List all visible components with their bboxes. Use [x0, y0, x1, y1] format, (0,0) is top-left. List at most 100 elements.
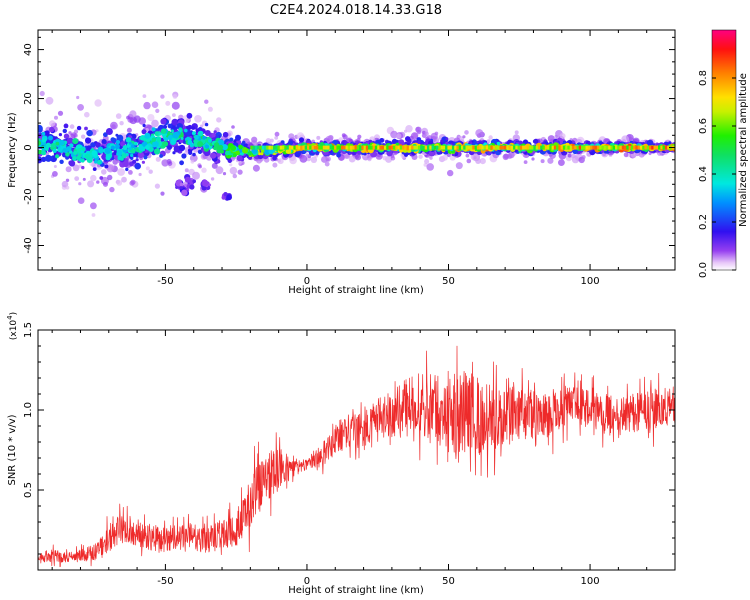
spectrogram-ridge-cell — [658, 145, 661, 150]
spectrogram-cell — [229, 137, 234, 142]
spectrogram-cell — [179, 182, 184, 187]
spectrogram-cell — [236, 155, 243, 162]
spectrogram-ridge-cell — [596, 145, 600, 150]
spectrogram-cell — [160, 118, 167, 125]
spectrogram-cell — [41, 150, 47, 156]
spectrogram-cell — [39, 90, 45, 97]
spectrogram-ridge-cell — [644, 145, 647, 150]
spectrogram-cell — [74, 176, 80, 182]
spectrogram-ridge-cell — [250, 145, 253, 150]
spectrogram-ridge-cell — [581, 145, 584, 150]
spectrogram-ridge-cell — [347, 145, 351, 150]
spectrogram-cell — [138, 117, 146, 125]
spectrogram-cell — [134, 162, 141, 170]
spectrogram-cell — [390, 130, 398, 139]
spectrogram-cell — [164, 137, 169, 142]
spectrogram-cell — [260, 148, 265, 153]
spectrogram-cell — [90, 202, 97, 210]
spectrogram-ridge-cell — [413, 145, 416, 150]
spectrogram-ridge-cell — [463, 145, 466, 150]
spectrogram-cell — [222, 131, 229, 138]
spectrogram-ridge-cell — [510, 145, 514, 150]
spectrogram-ridge-cell — [560, 145, 564, 150]
spectrogram-cell — [488, 135, 493, 140]
spectrogram-ridge-cell — [544, 145, 548, 150]
spectrogram-ridge-cell — [372, 145, 376, 150]
spectrogram-x-tick-label: 0 — [304, 276, 310, 287]
spectrogram-ridge-cell — [567, 145, 570, 150]
spectrogram-cell — [53, 165, 57, 168]
spectrogram-ridge-cell — [592, 145, 595, 150]
colorbar: 0.0 0.2 0.4 0.6 0.8 Normalized spectral ampl… — [698, 29, 749, 278]
spectrogram-cell — [77, 104, 84, 111]
spectrogram-cell — [405, 136, 411, 142]
spectrogram-ridge-cell — [522, 145, 525, 150]
spectrogram-ridge-cell — [361, 145, 364, 150]
spectrogram-ridge-cell — [547, 145, 550, 150]
spectrogram-ridge-cell — [402, 145, 405, 150]
spectrogram-ridge-cell — [653, 145, 657, 150]
spectrogram-ridge-cell — [368, 145, 371, 150]
spectrogram-cell — [302, 149, 307, 154]
spectrogram-ridge-cell — [424, 145, 428, 150]
spectrogram-ridge-cell — [436, 145, 439, 150]
spectrogram-cell — [186, 112, 193, 119]
spectrogram-ridge-cell — [390, 145, 394, 150]
spectrogram-cell — [94, 160, 98, 164]
spectrogram-cell — [116, 149, 123, 156]
spectrogram-ridge-cell — [513, 145, 516, 150]
spectrogram-cell — [54, 115, 58, 120]
spectrogram-ridge-cell — [519, 145, 523, 150]
snr-y-multiplier: (x104) — [6, 312, 19, 340]
spectrogram-ridge-cell — [624, 145, 627, 150]
spectrogram-cell — [226, 194, 233, 201]
spectrogram-cell — [623, 152, 629, 158]
spectrogram-cell — [424, 131, 429, 136]
spectrogram-ridge-cell — [270, 145, 274, 150]
spectrogram-cell — [65, 166, 72, 173]
spectrogram-cell — [213, 130, 217, 134]
spectrogram-cell — [336, 152, 341, 158]
spectrogram-cell — [92, 167, 97, 172]
spectrogram-ridge-cell — [603, 145, 607, 150]
spectrogram-ridge-cell — [655, 145, 659, 150]
spectrogram-cell — [357, 134, 362, 139]
spectrogram-cell — [81, 134, 86, 139]
spectrogram-ridge-cell — [374, 145, 378, 150]
spectrogram-cell — [445, 137, 449, 141]
spectrogram-cell — [78, 182, 82, 186]
spectrogram-ridge-cell — [261, 145, 265, 150]
spectrogram-ridge-cell — [318, 145, 321, 150]
spectrogram-cell — [143, 101, 151, 110]
spectrogram-cell — [105, 128, 113, 135]
spectrogram-ridge-cell — [540, 145, 543, 150]
spectrogram-cell — [184, 128, 188, 133]
spectrogram-cell — [122, 160, 129, 168]
spectrogram-ridge-cell — [327, 145, 330, 150]
spectrogram-cell — [194, 134, 199, 140]
spectrogram-cell — [230, 145, 236, 151]
spectrogram-ridge-cell — [454, 145, 457, 150]
spectrogram-ridge-cell — [257, 145, 260, 150]
spectrogram-ridge-cell — [490, 145, 493, 150]
spectrogram-cell — [65, 178, 70, 182]
spectrogram-ridge-cell — [467, 145, 471, 150]
spectrogram-ridge-cell — [356, 145, 360, 150]
spectrogram-cell — [167, 123, 173, 129]
spectrogram-cell — [38, 126, 43, 133]
spectrogram-cell — [65, 152, 70, 157]
spectrogram-ridge-cell — [431, 145, 435, 150]
spectrogram-ridge-cell — [268, 145, 272, 150]
spectrogram-ridge-cell — [585, 145, 589, 150]
spectrogram-cell — [141, 129, 147, 135]
spectrogram-ridge-cell — [336, 145, 339, 150]
spectrogram-cell — [126, 115, 130, 120]
spectrogram-cell — [186, 125, 191, 131]
spectrogram-cell — [224, 150, 230, 156]
spectrogram-ridge-cell — [483, 145, 487, 150]
spectrogram-cell — [310, 156, 318, 163]
spectrogram-ridge-cell — [427, 145, 430, 150]
spectrogram-cell — [447, 169, 454, 177]
spectrogram-cell — [197, 141, 204, 148]
spectrogram-cell — [80, 150, 84, 154]
